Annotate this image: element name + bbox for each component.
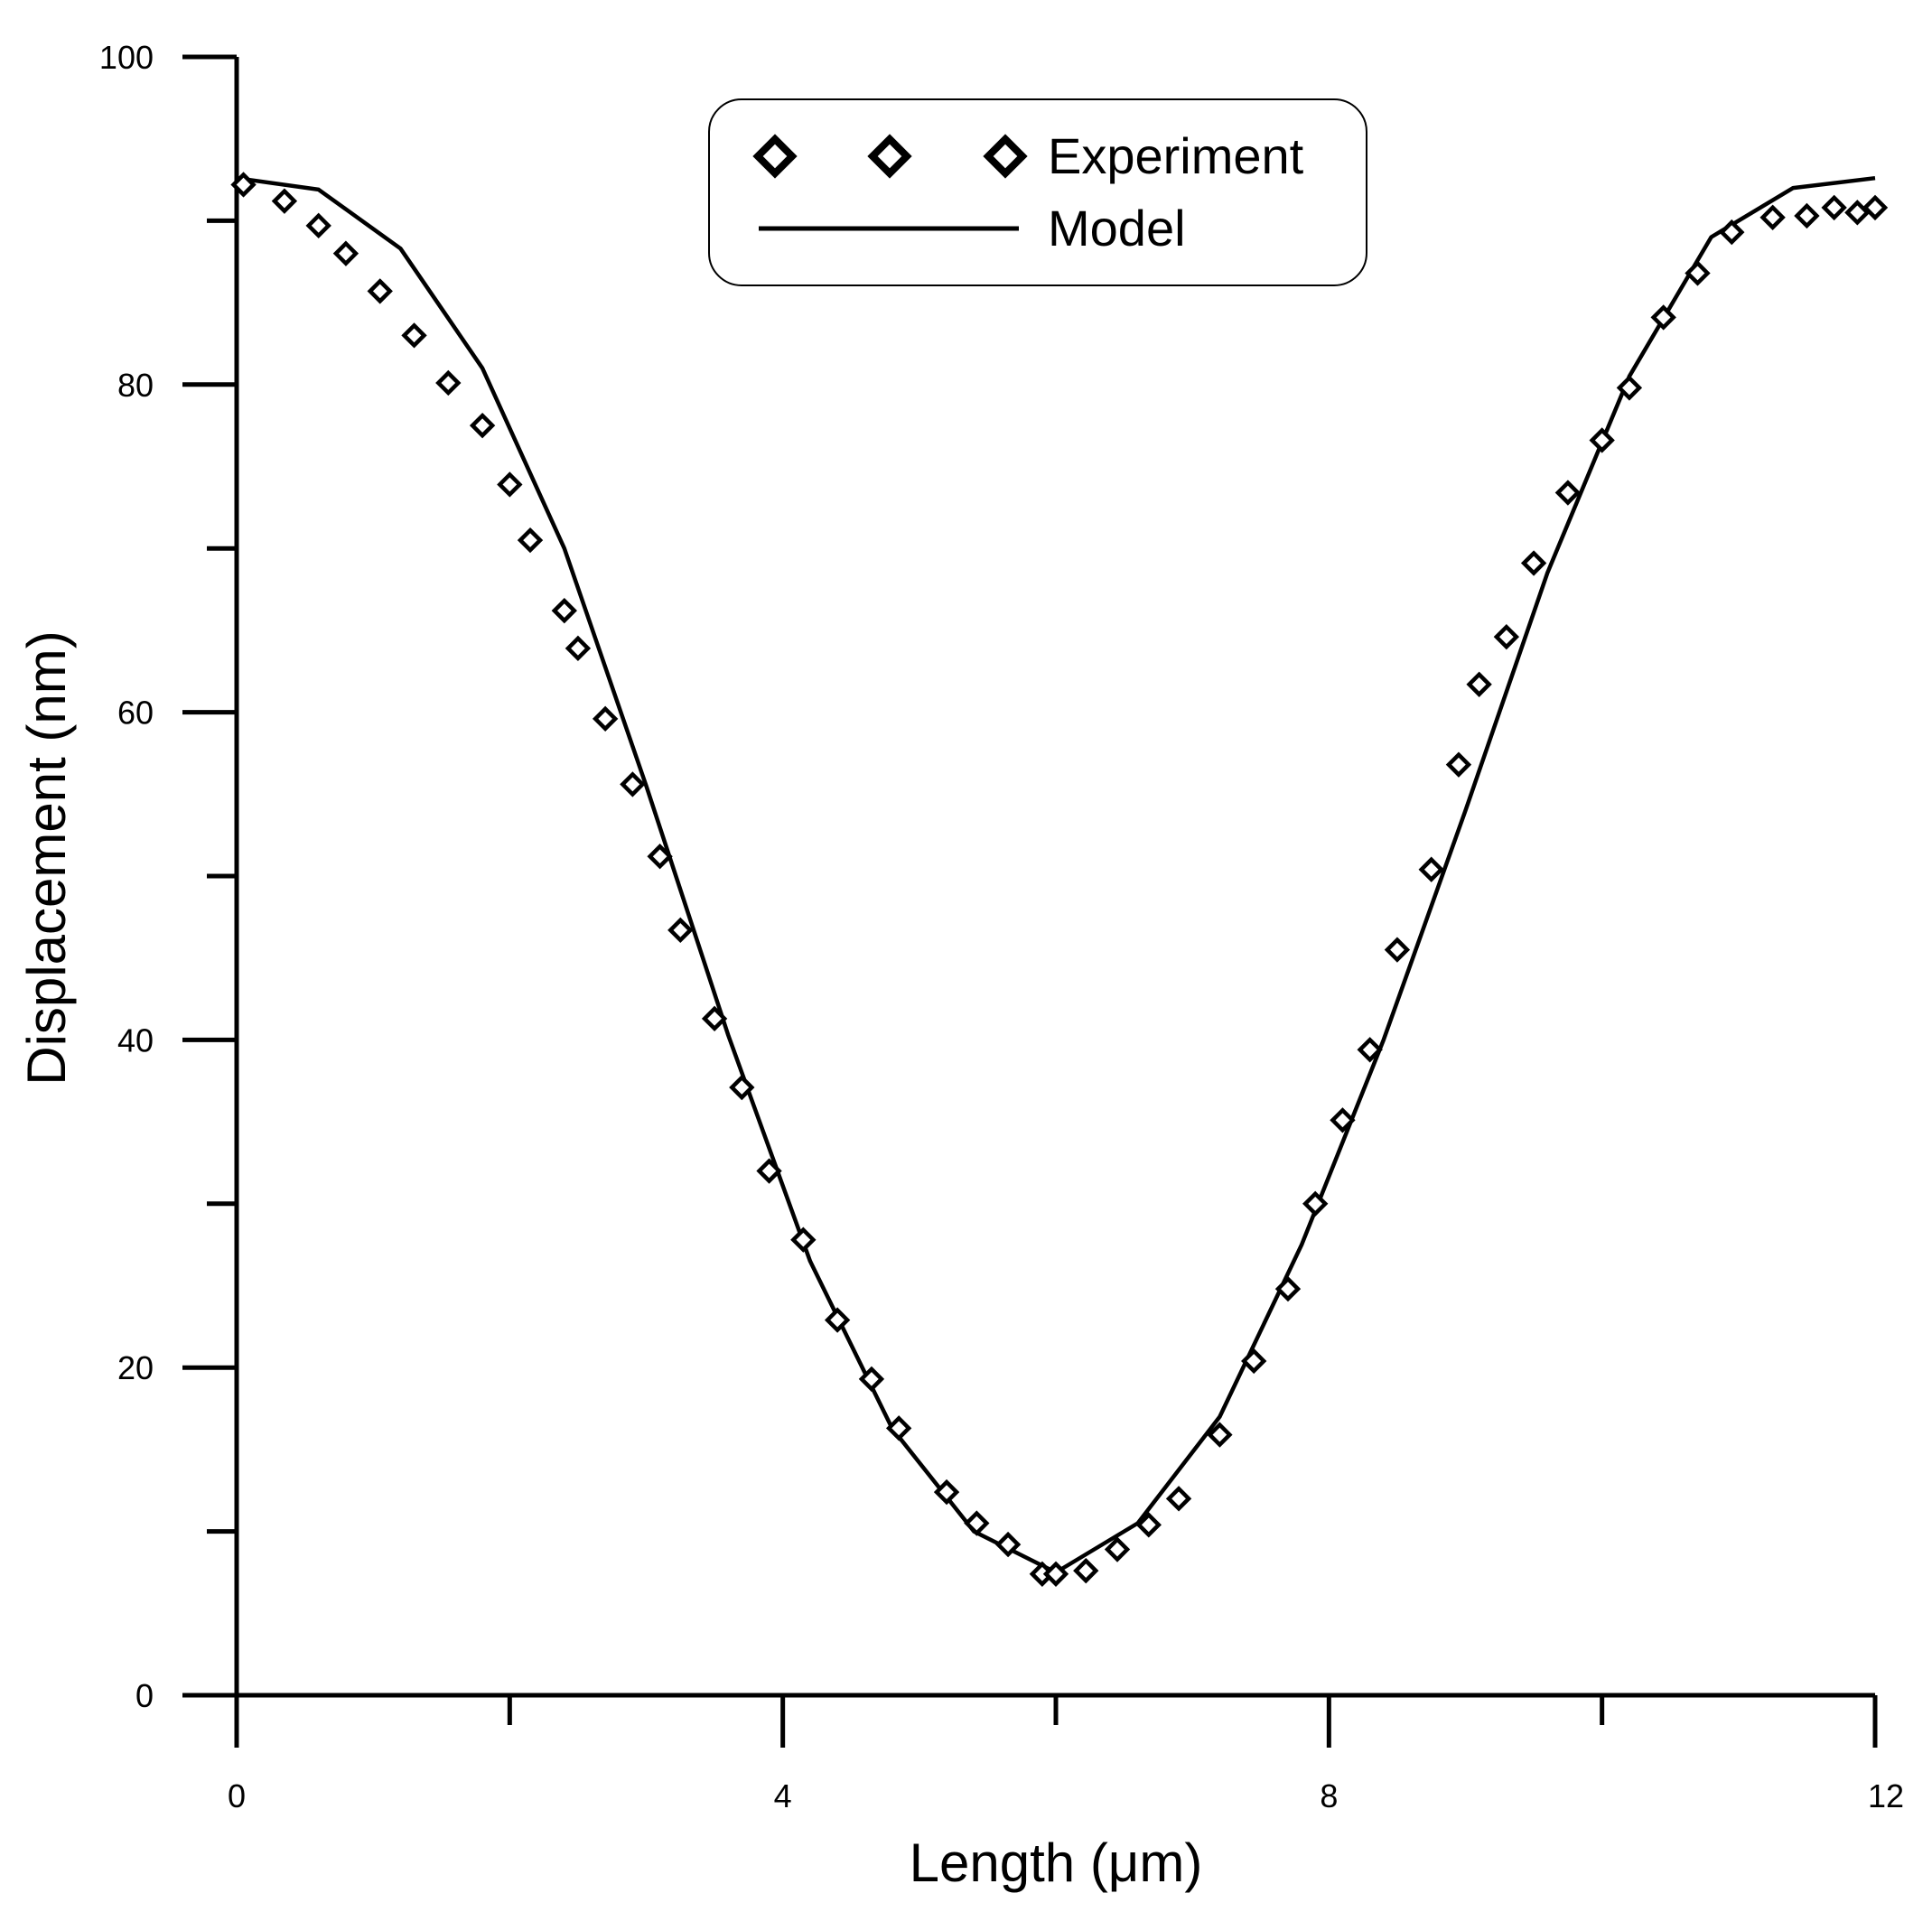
experiment-point: [1821, 194, 1847, 221]
experiment-point: [1073, 1557, 1099, 1584]
experiment-point: [592, 705, 619, 732]
y-tick-label: 100: [99, 39, 154, 76]
experiment-point: [1135, 1512, 1162, 1538]
y-axis-title: Displacement (nm): [16, 630, 77, 1085]
experiment-point: [1104, 1536, 1131, 1562]
experiment-point: [332, 240, 359, 266]
experiment-point: [647, 844, 673, 870]
experiment-point: [1554, 480, 1582, 506]
experiment-point: [305, 212, 331, 239]
experiment-point: [1357, 1037, 1383, 1063]
experiment-point: [1384, 937, 1411, 963]
experiment-point: [565, 635, 592, 662]
legend: Experiment Model: [708, 98, 1367, 286]
experiment-point: [1418, 856, 1444, 882]
experiment-point: [667, 917, 694, 944]
experiment-point: [1862, 194, 1889, 221]
experiment-point: [729, 1074, 755, 1101]
x-tick-label: 12: [1868, 1777, 1904, 1814]
axes: 0 20 40 60 80 100 0 4 8 12 Length (μm) Displacement…: [16, 39, 1904, 1893]
experiment-point: [1719, 219, 1745, 246]
x-tick-label: 0: [228, 1777, 246, 1814]
x-tick-label: 4: [774, 1777, 792, 1814]
experiment-point: [1520, 550, 1547, 576]
y-tick-label: 0: [135, 1677, 154, 1714]
legend-experiment-label: Experiment: [1048, 127, 1304, 184]
experiment-point: [367, 278, 393, 304]
experiment-point: [1466, 671, 1492, 697]
experiment-point: [1207, 1422, 1233, 1448]
experiment-point: [497, 471, 523, 498]
experiment-point: [401, 322, 427, 349]
experiment-point: [271, 188, 298, 214]
experiment-point: [1685, 260, 1711, 286]
experiment-point: [1445, 751, 1472, 778]
x-tick-label: 8: [1320, 1777, 1338, 1814]
experiment-point: [230, 172, 257, 198]
experiment-point: [1302, 1190, 1329, 1217]
experiment-point: [1165, 1486, 1192, 1512]
legend-box: [708, 98, 1367, 286]
experiment-point: [858, 1366, 885, 1393]
x-axis-title: Length (μm): [910, 1833, 1203, 1893]
experiment-point: [1241, 1348, 1267, 1375]
experiment-point: [885, 1415, 912, 1441]
experiment-point: [933, 1478, 960, 1506]
legend-experiment-marker: [752, 134, 798, 179]
y-tick-label: 80: [117, 367, 154, 404]
experiment-point: [994, 1531, 1022, 1558]
experiment-point: [1274, 1275, 1302, 1302]
experiment-point: [1794, 202, 1820, 229]
experiment-point: [1650, 304, 1676, 331]
legend-experiment-marker: [867, 134, 912, 179]
experiment-point: [790, 1226, 817, 1253]
experiment-point: [964, 1510, 990, 1536]
experiment-point: [824, 1307, 851, 1333]
experiment-point: [1493, 623, 1520, 650]
y-tick-label: 60: [117, 695, 154, 732]
experiment-point: [1330, 1107, 1356, 1133]
y-tick-label: 40: [117, 1021, 154, 1059]
experiment-point: [620, 771, 646, 797]
legend-model-label: Model: [1048, 200, 1186, 256]
experiment-point: [1759, 204, 1786, 230]
plot-area: [230, 172, 1889, 1587]
experiment-point: [435, 369, 462, 396]
experiment-point: [1616, 375, 1643, 401]
legend-experiment-marker: [983, 134, 1028, 179]
experiment-point: [756, 1158, 782, 1184]
y-tick-label: 20: [117, 1349, 154, 1386]
experiment-point: [1042, 1561, 1069, 1587]
experiment-point: [701, 1005, 728, 1031]
experiment-point: [1844, 200, 1871, 226]
experiment-point: [551, 597, 577, 624]
experiment-point: [469, 412, 496, 439]
experiment-point: [517, 527, 544, 554]
experiment-point: [1589, 427, 1615, 453]
